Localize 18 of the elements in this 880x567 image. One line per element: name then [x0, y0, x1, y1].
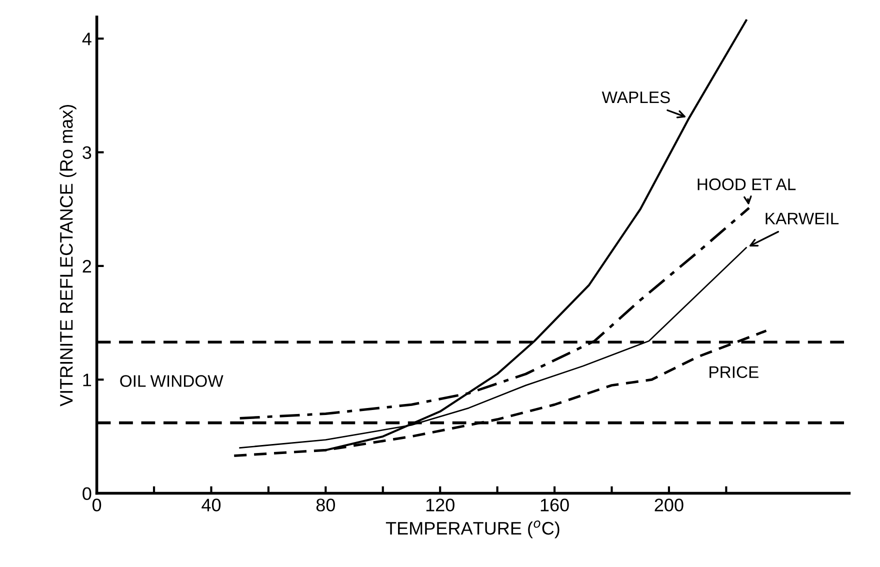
series-label: HOOD ET AL [698, 178, 796, 190]
y-tick-label: 4 [82, 32, 92, 46]
x-tick-label: 200 [654, 498, 684, 512]
x-axis-title: TEMPERATURE ($^{o}$C) [386, 520, 560, 538]
y-tick-label: 3 [82, 146, 92, 159]
y-tick-label: 0 [82, 487, 92, 500]
series-label: WAPLES [602, 91, 670, 104]
x-tick-label: 40 [202, 498, 221, 512]
x-tick-label: 120 [426, 498, 454, 512]
series-label: PRICE [710, 366, 758, 378]
y-axis-title: VITRINITE REFLECTANCE (Ro max) [60, 104, 76, 406]
x-tick-label: 80 [316, 498, 336, 512]
series-label: KARWEIL [766, 212, 839, 224]
y-tick-label: 2 [82, 260, 92, 272]
x-tick-label: 0 [92, 498, 102, 512]
annotation: OIL WINDOW [120, 375, 224, 387]
x-tick-label: 160 [540, 498, 569, 512]
y-tick-label: 1 [83, 374, 92, 386]
